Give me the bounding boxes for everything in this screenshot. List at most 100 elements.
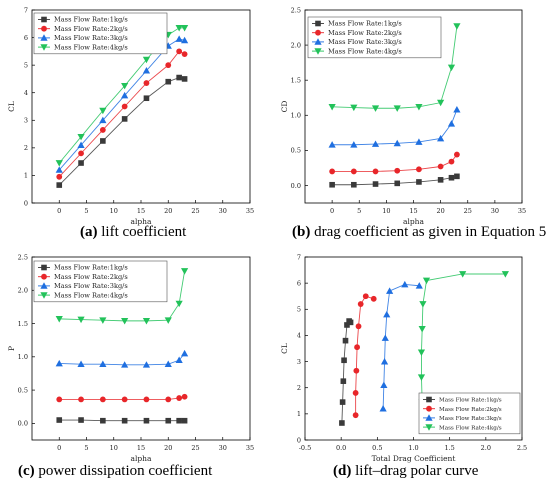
data-point (415, 282, 423, 289)
legend-label: Mass Flow Rate:2kg/s (54, 273, 128, 281)
caption-b-text: drag coefficient as given in Equation 5 (314, 224, 547, 240)
caption-a-label: (a) (80, 224, 98, 240)
data-point (329, 168, 336, 175)
legend-marker (315, 20, 321, 27)
data-point (352, 390, 359, 396)
x-tick-label: 0 (57, 207, 61, 215)
series-line (355, 295, 374, 416)
data-point (383, 310, 391, 318)
data-point (344, 322, 350, 328)
data-point (56, 396, 63, 403)
caption-b-label: (b) (292, 224, 311, 240)
series-1 (329, 173, 460, 188)
data-point (55, 166, 63, 173)
legend: Mass Flow Rate:1kg/s Mass Flow Rate:2kg/s… (418, 392, 521, 435)
data-point (181, 25, 189, 32)
y-tick-label: 1.5 (18, 320, 28, 328)
data-point (351, 181, 357, 188)
data-point (350, 141, 358, 148)
y-tick-label: 7 (297, 253, 301, 261)
y-tick-label: 0 (297, 436, 301, 444)
legend-marker (40, 34, 48, 41)
series-2 (56, 393, 188, 403)
y-axis-title: P (7, 346, 16, 351)
legend-label: Mass Flow Rate:1kg/s (54, 16, 128, 24)
legend-marker (425, 424, 433, 431)
y-tick-label: 0.0 (291, 182, 301, 190)
data-point (121, 417, 128, 424)
data-point (339, 420, 345, 426)
legend-marker (40, 292, 48, 299)
data-point (176, 48, 183, 55)
caption-c-label: (c) (18, 463, 35, 479)
data-point (386, 287, 394, 294)
data-point (56, 417, 63, 423)
y-tick-label: 1 (297, 410, 301, 418)
y-tick-label: 1.0 (291, 112, 301, 120)
data-point (165, 396, 172, 403)
data-point (357, 301, 364, 307)
series-1 (56, 74, 188, 188)
data-point (181, 393, 188, 400)
data-point (77, 316, 85, 324)
data-point (401, 280, 409, 288)
legend-marker (426, 405, 432, 412)
data-point (372, 181, 379, 187)
data-point (416, 179, 422, 185)
data-point (121, 103, 128, 110)
x-tick-label: 10 (382, 207, 390, 215)
y-axis-title: CL (280, 343, 289, 354)
data-point (380, 381, 388, 388)
data-point (437, 177, 444, 183)
data-point (121, 82, 129, 90)
data-point (447, 120, 456, 127)
y-tick-label: 0.0 (18, 420, 28, 428)
y-tick-label: 1 (24, 172, 28, 180)
x-tick-label: 10 (110, 207, 118, 215)
series-4 (55, 268, 189, 325)
legend-marker (41, 264, 47, 271)
legend-label: Mass Flow Rate:4kg/s (54, 291, 128, 299)
data-point (501, 271, 509, 278)
series-line (332, 26, 458, 109)
caption-c: (c) power dissipation coefficient (18, 463, 212, 480)
legend-label: Mass Flow Rate:1kg/s (54, 264, 128, 272)
legend-marker (40, 44, 48, 51)
data-point (437, 163, 444, 170)
x-tick-label: 35 (518, 207, 526, 215)
x-tick-label: 25 (464, 207, 472, 215)
x-tick-label: 20 (164, 444, 172, 452)
legend-label: Mass Flow Rate:4kg/s (439, 425, 502, 431)
data-point (121, 116, 128, 122)
series-line (341, 320, 351, 424)
data-point (372, 168, 379, 175)
data-point (165, 78, 172, 85)
series-4 (328, 23, 461, 112)
data-point (121, 396, 128, 403)
x-tick-label: 15 (137, 444, 145, 452)
y-tick-label: 2 (297, 384, 301, 392)
data-point (181, 417, 188, 424)
data-point (181, 349, 189, 357)
y-tick-label: 2.5 (18, 253, 28, 261)
data-point (142, 56, 151, 64)
legend-marker (425, 414, 433, 421)
data-point (354, 344, 360, 351)
data-point (78, 417, 84, 423)
y-tick-label: 7 (24, 6, 28, 14)
legend-label: Mass Flow Rate:2kg/s (439, 407, 502, 413)
data-point (380, 357, 389, 365)
series-4 (55, 25, 189, 167)
legend-marker (41, 16, 47, 23)
x-tick-label: -0.5 (299, 444, 312, 452)
x-tick-label: 0 (330, 207, 334, 215)
data-point (453, 23, 461, 30)
series-3 (379, 280, 423, 412)
x-tick-label: 30 (219, 207, 227, 215)
data-point (121, 91, 129, 99)
series-line (421, 273, 506, 403)
x-tick-label: 2.5 (517, 444, 527, 452)
legend-marker (41, 273, 47, 280)
y-tick-label: 2 (24, 144, 28, 152)
series-2 (352, 293, 377, 419)
